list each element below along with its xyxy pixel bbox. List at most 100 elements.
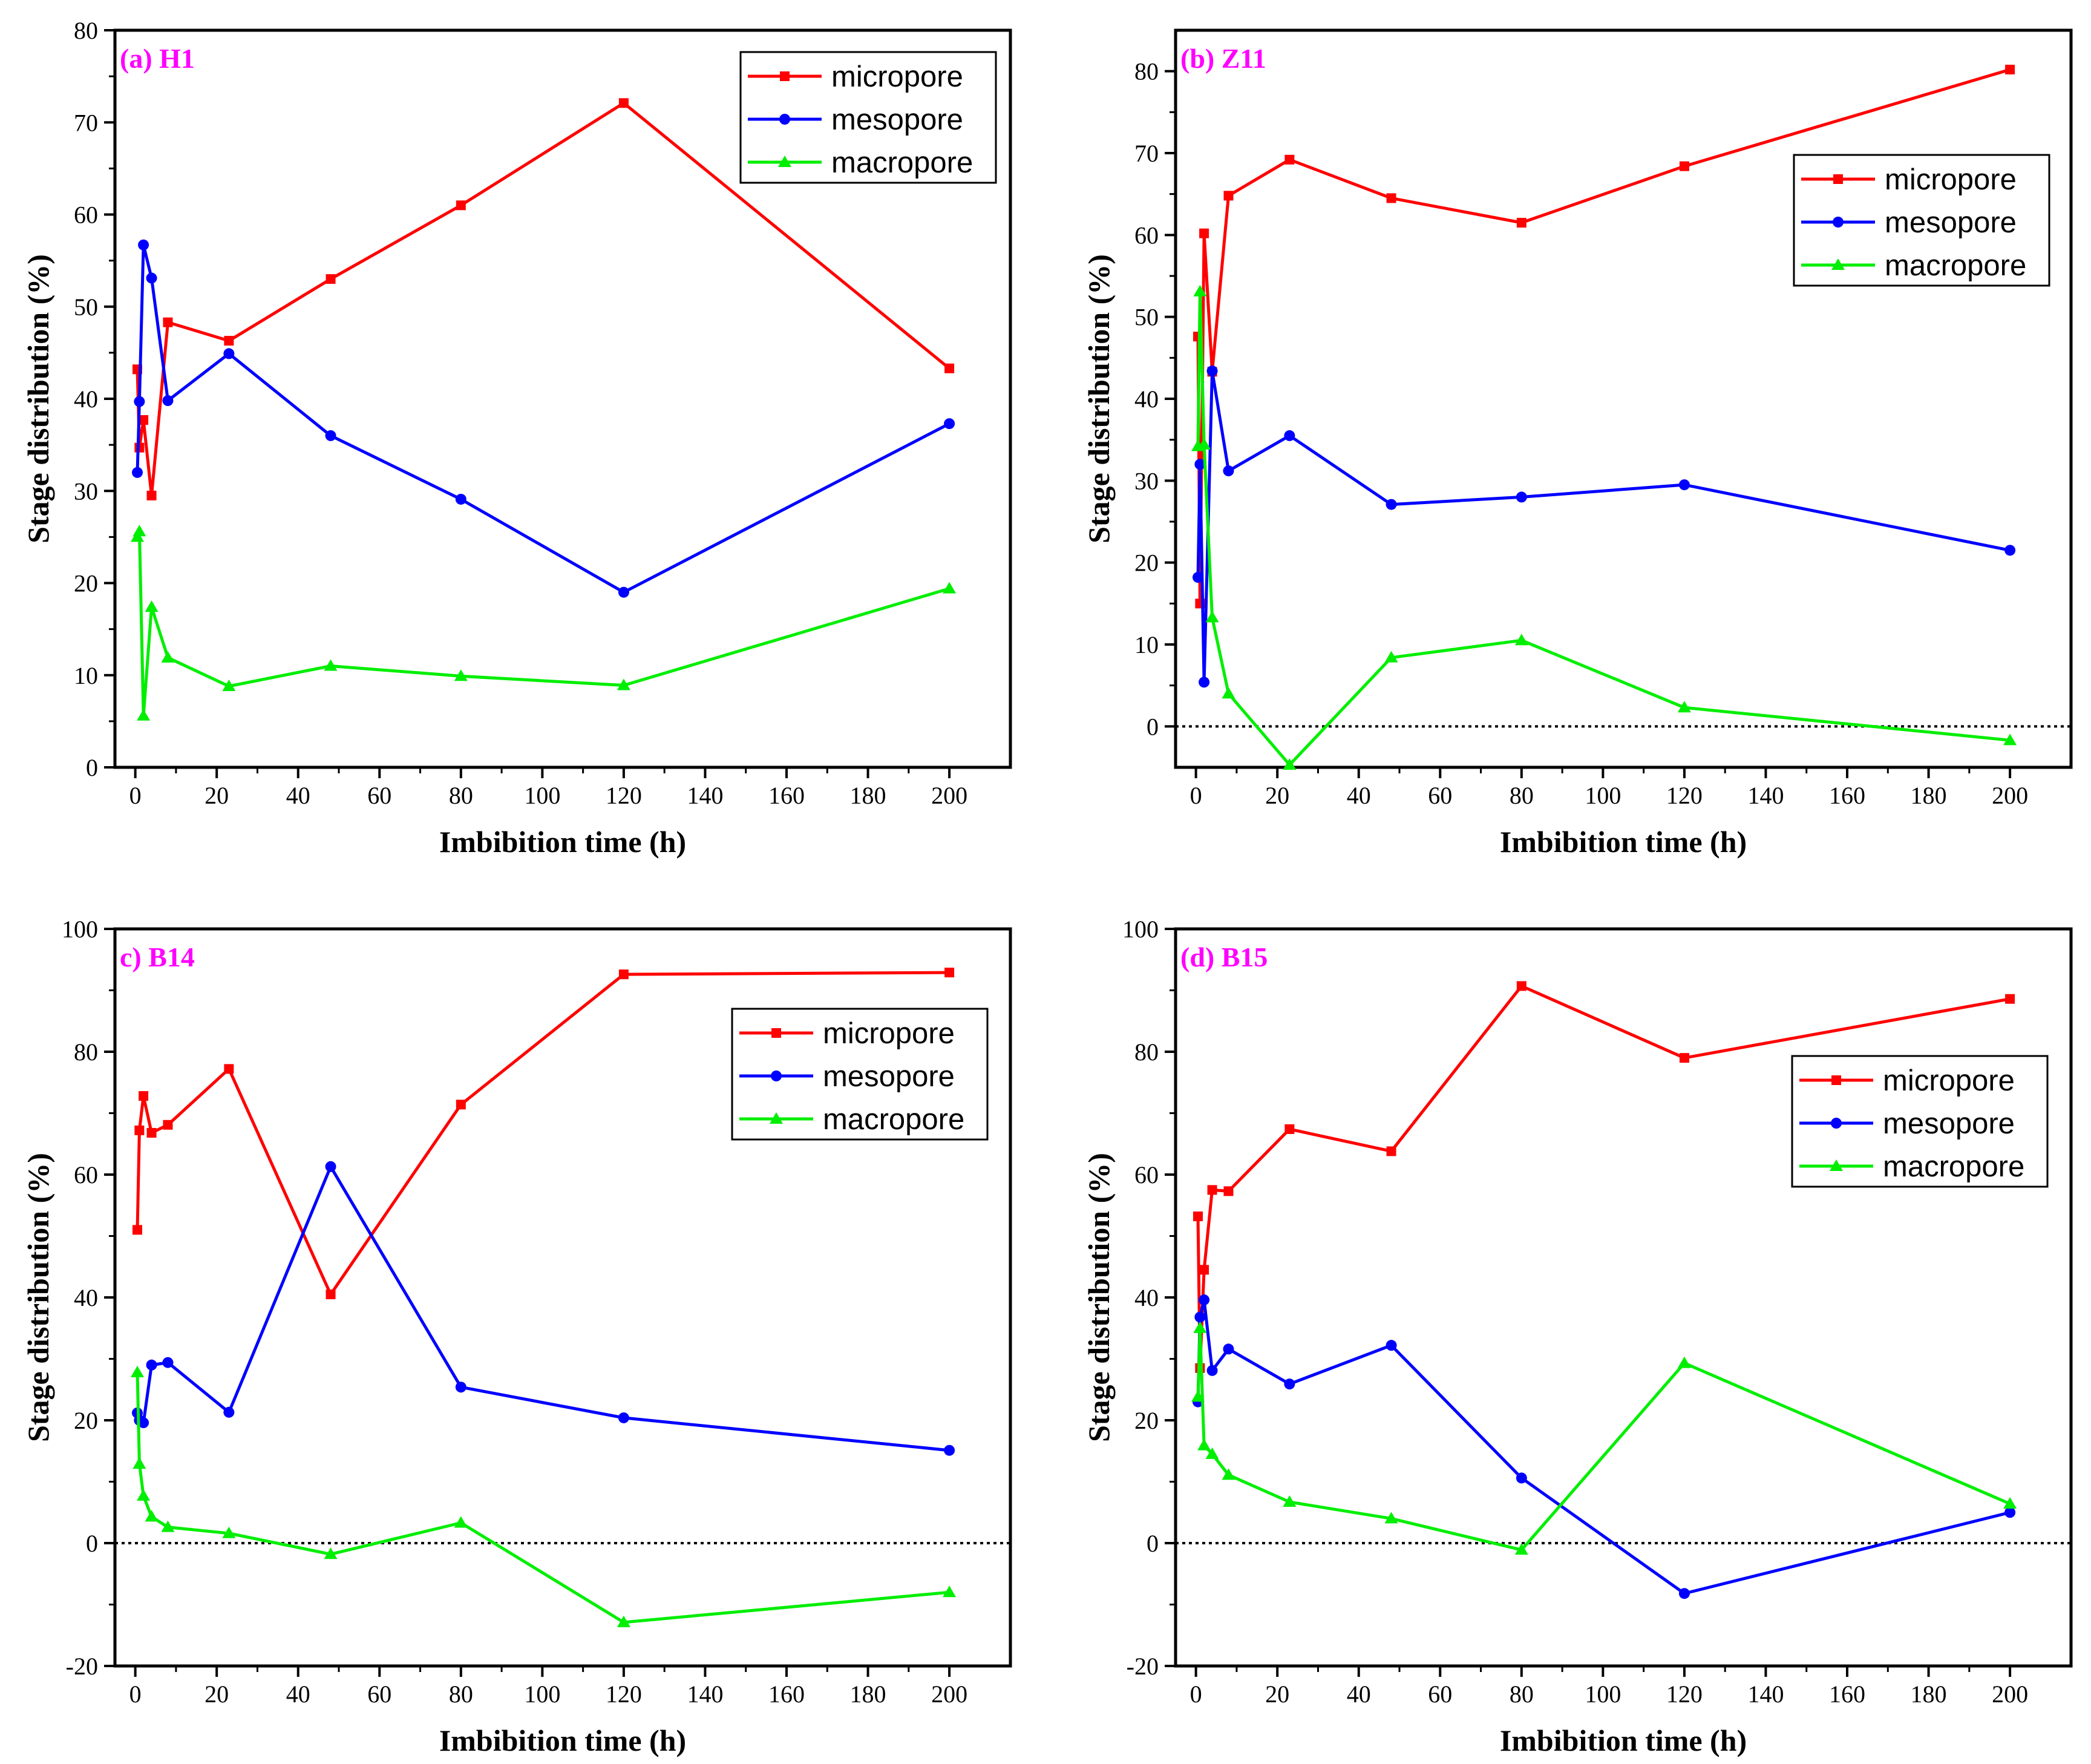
legend-label: macropore — [1885, 249, 2026, 282]
data-point-macropore — [1678, 1357, 1691, 1368]
series-line-macropore — [1198, 1328, 2010, 1550]
legend: micropore mesopore macropore — [1792, 1056, 2047, 1187]
data-point-mesopore — [1284, 1379, 1295, 1389]
y-tick-label: -20 — [1127, 1653, 1159, 1680]
x-tick-label: 100 — [524, 782, 560, 809]
legend-marker — [1833, 217, 1844, 228]
data-point-macropore — [145, 1510, 159, 1521]
y-tick-label: -20 — [66, 1653, 98, 1680]
x-tick-label: 20 — [1265, 1680, 1289, 1708]
x-tick-label: 20 — [205, 1680, 229, 1708]
legend-label: micropore — [1885, 163, 2017, 196]
data-point-mesopore — [1223, 465, 1234, 476]
x-tick-label: 100 — [524, 1680, 560, 1708]
data-point-macropore — [454, 1516, 468, 1528]
data-point-mesopore — [162, 395, 173, 406]
legend-marker — [1831, 1075, 1841, 1085]
x-axis-title: Imbibition time (h) — [1500, 825, 1747, 859]
y-tick-label: 70 — [1134, 140, 1159, 167]
data-point-mesopore — [1207, 1365, 1218, 1376]
data-point-micropore — [619, 969, 629, 979]
y-axis-title: Stage distribution (%) — [21, 254, 55, 543]
y-tick-label: 40 — [74, 385, 98, 413]
x-tick-label: 200 — [1992, 782, 2028, 809]
series-line-mesopore — [137, 1167, 949, 1451]
series-line-mesopore — [137, 245, 949, 592]
data-point-micropore — [1387, 193, 1396, 203]
x-tick-label: 120 — [1666, 782, 1703, 809]
legend: micropore mesopore macropore — [732, 1009, 987, 1139]
series-macropore — [1191, 1322, 2017, 1555]
legend-marker — [779, 114, 790, 125]
series-line-macropore — [1198, 292, 2010, 765]
data-point-mesopore — [1386, 1340, 1397, 1351]
data-point-mesopore — [326, 1161, 336, 1172]
x-tick-label: 100 — [1585, 782, 1621, 809]
legend-label: micropore — [823, 1017, 955, 1050]
data-point-micropore — [619, 98, 629, 108]
data-point-micropore — [326, 274, 336, 284]
legend-marker — [1833, 174, 1843, 184]
x-tick-label: 60 — [367, 1680, 391, 1708]
x-tick-label: 120 — [606, 782, 642, 809]
plot-frame — [1176, 929, 2071, 1666]
series-mesopore — [1193, 366, 2015, 687]
x-tick-label: 180 — [1911, 782, 1947, 809]
y-tick-label: 20 — [1134, 1407, 1159, 1434]
data-point-micropore — [1387, 1146, 1396, 1156]
data-point-micropore — [2005, 994, 2015, 1004]
x-tick-label: 80 — [449, 1680, 473, 1708]
data-point-micropore — [163, 318, 172, 327]
legend: micropore mesopore macropore — [1794, 155, 2049, 286]
data-point-macropore — [161, 651, 174, 663]
data-point-mesopore — [1199, 1294, 1209, 1305]
data-point-micropore — [2005, 65, 2015, 74]
x-tick-label: 160 — [768, 1680, 805, 1708]
x-tick-label: 140 — [1747, 1680, 1784, 1708]
y-tick-label: 80 — [74, 1038, 98, 1066]
data-point-mesopore — [618, 587, 629, 598]
series-line-macropore — [137, 1372, 949, 1622]
y-tick-label: 100 — [62, 916, 98, 943]
plot-frame — [1176, 30, 2071, 767]
x-tick-label: 120 — [606, 1680, 642, 1708]
x-tick-label: 40 — [1347, 1680, 1371, 1708]
y-tick-label: 80 — [1134, 58, 1159, 85]
x-tick-label: 40 — [286, 782, 310, 809]
data-point-micropore — [224, 1064, 234, 1074]
x-tick-label: 20 — [205, 782, 229, 809]
data-point-mesopore — [1516, 1472, 1527, 1483]
x-tick-label: 140 — [687, 782, 723, 809]
data-point-micropore — [944, 968, 954, 977]
data-point-micropore — [326, 1290, 336, 1299]
series-mesopore — [132, 1161, 955, 1456]
series-macropore — [131, 1366, 956, 1627]
data-point-macropore — [145, 600, 159, 612]
y-tick-label: 20 — [74, 1407, 98, 1434]
data-point-macropore — [137, 1489, 150, 1501]
data-point-micropore — [1517, 218, 1527, 228]
data-point-micropore — [1199, 229, 1209, 238]
x-tick-label: 0 — [129, 1680, 142, 1708]
data-point-mesopore — [223, 348, 234, 359]
data-point-micropore — [139, 1091, 148, 1101]
data-point-mesopore — [162, 1357, 173, 1368]
x-tick-label: 80 — [1510, 1680, 1534, 1708]
x-axis-title: Imbibition time (h) — [439, 825, 686, 859]
data-point-mesopore — [146, 273, 157, 284]
data-point-mesopore — [1223, 1343, 1234, 1354]
data-point-mesopore — [456, 494, 466, 505]
y-tick-label: 10 — [74, 662, 98, 689]
data-point-mesopore — [456, 1382, 466, 1392]
legend-label: micropore — [1883, 1064, 2015, 1097]
data-point-micropore — [1208, 1185, 1217, 1195]
y-tick-label: 80 — [1134, 1038, 1159, 1066]
x-tick-label: 60 — [367, 782, 391, 809]
x-tick-label: 80 — [449, 782, 473, 809]
series-mesopore — [1193, 1294, 2015, 1599]
data-point-macropore — [1222, 687, 1235, 698]
x-tick-label: 160 — [768, 782, 805, 809]
data-point-micropore — [944, 364, 954, 373]
chart-panel-2: 0 20 40 60 80 100 120 140 160 180 200 0 10 20 30 40 50 60… — [1082, 30, 2071, 859]
y-axis-title: Stage distribution (%) — [21, 1153, 55, 1442]
